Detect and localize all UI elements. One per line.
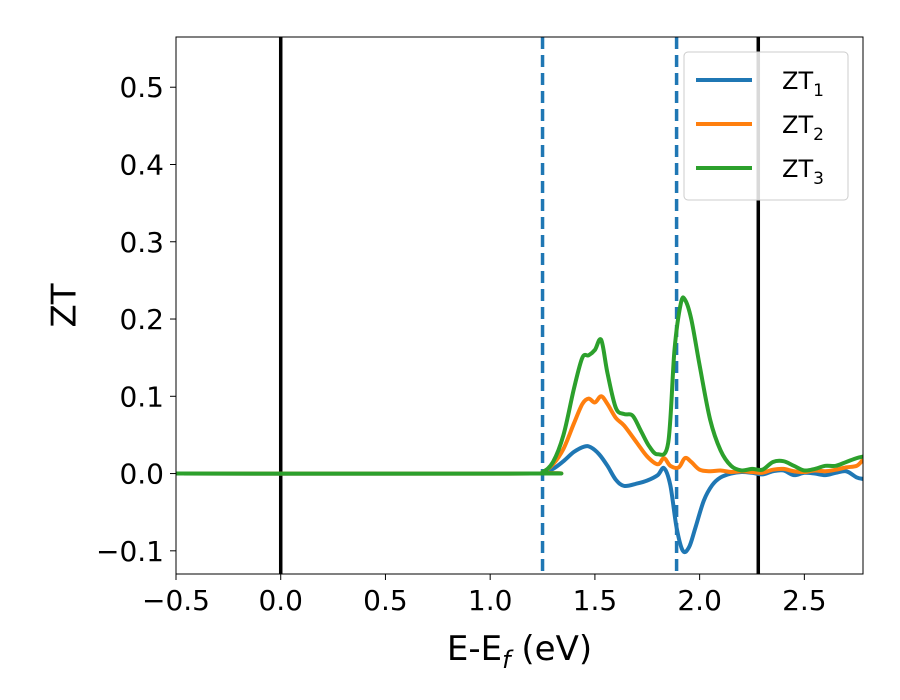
y-tick-label: 0.1 xyxy=(119,380,164,413)
y-tick-label: 0.2 xyxy=(119,303,164,336)
x-label-main: E-E xyxy=(447,629,502,669)
series-line-zt2 xyxy=(176,394,863,476)
x-axis-ticks: −0.5 0.0 0.5 1.0 1.5 2.0 2.5 xyxy=(142,574,827,617)
x-tick-label: 2.5 xyxy=(782,584,827,617)
x-tick-label: 1.0 xyxy=(468,584,513,617)
legend-label-zt3: ZT3 xyxy=(782,155,824,189)
y-tick-label: −0.1 xyxy=(96,535,164,568)
series-lines xyxy=(176,295,863,555)
legend-label-zt1: ZT1 xyxy=(782,67,824,101)
y-tick-label: 0.5 xyxy=(119,71,164,104)
legend: ZT1 ZT2 ZT3 xyxy=(683,51,849,201)
y-tick-label: 0.0 xyxy=(119,458,164,491)
x-label-suffix: (eV) xyxy=(511,629,593,669)
y-tick-label: 0.3 xyxy=(119,226,164,259)
x-tick-label: 2.0 xyxy=(677,584,722,617)
x-tick-label: −0.5 xyxy=(142,584,210,617)
axes-frame xyxy=(175,36,864,575)
y-tick-label: 0.4 xyxy=(119,148,164,181)
series-line-zt3 xyxy=(176,295,863,476)
x-tick-label: 0.0 xyxy=(258,584,303,617)
legend-box xyxy=(683,51,849,201)
y-axis-label: ZT xyxy=(45,283,85,327)
x-tick-label: 1.5 xyxy=(573,584,618,617)
x-axis-label: E-Ef (eV) xyxy=(447,629,592,674)
legend-label-zt2: ZT2 xyxy=(782,111,824,145)
y-axis-ticks: −0.1 0.0 0.1 0.2 0.3 0.4 0.5 xyxy=(96,71,176,568)
x-tick-label: 0.5 xyxy=(363,584,408,617)
